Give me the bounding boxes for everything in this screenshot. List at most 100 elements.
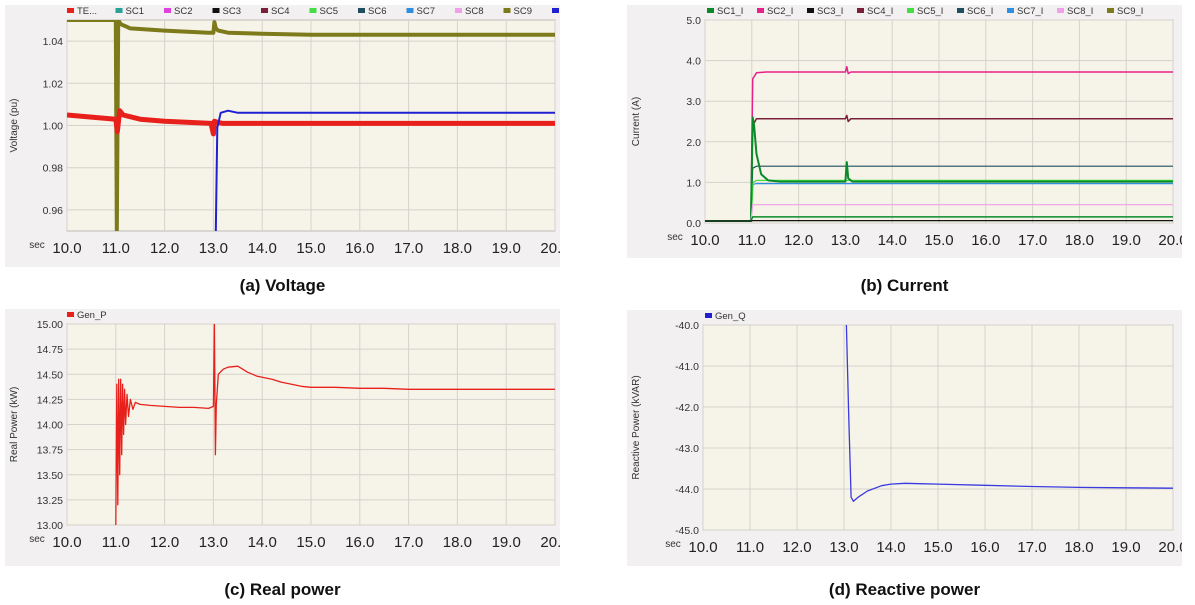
y-tick-label: 0.0: [686, 218, 701, 230]
x-tick-label: 15.0: [924, 232, 953, 249]
current-chart-svg: 10.0 11.0 12.0 13.0 14.0 15.0 16.0 17.0 18.0 19.0…: [627, 5, 1182, 258]
x-tick-label: 16.0: [345, 534, 374, 551]
x-tick-label: 14.0: [878, 232, 907, 249]
legend-label: SC8: [465, 6, 483, 17]
x-tick-label: 15.0: [296, 534, 325, 551]
x-axis-label: sec: [667, 232, 683, 243]
x-tick-label: 20.0: [540, 534, 560, 551]
legend-swatch: [757, 8, 764, 13]
x-tick-label: 13.0: [199, 240, 228, 257]
chart-current: 10.0 11.0 12.0 13.0 14.0 15.0 16.0 17.0 18.0 19.0…: [627, 5, 1182, 258]
x-tick-label: 14.0: [248, 240, 277, 257]
y-tick-label: 0.96: [43, 205, 64, 217]
legend-label: SC2_I: [767, 6, 793, 17]
legend-label: SC4_I: [867, 6, 893, 17]
series-line-0: [67, 20, 555, 231]
y-axis-label: Reactive Power (kVAR): [631, 375, 642, 479]
legend-swatch: [857, 8, 864, 13]
x-tick-label: 15.0: [296, 240, 325, 257]
legend-label: SC9_I: [1117, 6, 1143, 17]
x-tick-label: 18.0: [1064, 539, 1093, 556]
legend-swatch: [164, 8, 171, 13]
legend-swatch: [907, 8, 914, 13]
y-tick-label: -45.0: [675, 525, 699, 537]
y-axis-label: Voltage (pu): [9, 99, 20, 153]
y-tick-label: 13.00: [37, 520, 63, 532]
x-tick-label: 17.0: [1017, 539, 1046, 556]
legend-label: SC9: [514, 6, 532, 17]
x-tick-label: 12.0: [784, 232, 813, 249]
x-tick-label: 18.0: [443, 240, 472, 257]
legend-swatch: [406, 8, 414, 13]
x-tick-label: 16.0: [345, 240, 374, 257]
x-axis-label: sec: [29, 240, 45, 251]
legend-label: SC2: [174, 6, 192, 17]
caption-voltage: (a) Voltage: [239, 276, 326, 295]
legend-label: SC3_I: [817, 6, 843, 17]
legend-label: SC6_I: [967, 6, 993, 17]
x-tick-label: 20.0: [540, 240, 560, 257]
x-tick-label: 13.0: [829, 539, 858, 556]
x-tick-label: 13.0: [831, 232, 860, 249]
y-tick-label: -42.0: [675, 402, 699, 414]
legend-swatch: [358, 8, 365, 13]
x-tick-label: 10.0: [690, 232, 719, 249]
legend-swatch: [1107, 8, 1114, 13]
legend-label: SC8_I: [1067, 6, 1093, 17]
series-line-5: [705, 116, 1173, 222]
y-tick-label: 14.25: [37, 394, 63, 406]
y-tick-label: 14.00: [37, 420, 63, 432]
series-line-0: [845, 325, 1173, 502]
legend-label: SC7_I: [1017, 6, 1043, 17]
legend-label: Gen_P: [77, 310, 107, 321]
y-tick-label: 14.50: [37, 369, 63, 381]
x-axis-label: sec: [665, 539, 681, 550]
chart-voltage: 10.0 11.0 12.0 13.0 14.0 15.0 16.0 17.0 18.0 19.0…: [5, 5, 560, 267]
legend-swatch: [455, 8, 462, 13]
x-tick-label: 20.0: [1158, 539, 1182, 556]
x-tick-label: 13.0: [199, 534, 228, 551]
x-tick-label: 11.0: [102, 534, 130, 551]
x-tick-label: 14.0: [876, 539, 905, 556]
legend-label: Gen_Q: [715, 311, 746, 322]
caption-current: (b) Current: [860, 276, 949, 295]
legend-swatch: [807, 8, 814, 13]
reactive-power-chart-svg: 10.0 11.0 12.0 13.0 14.0 15.0 16.0 17.0 18.0 19.0…: [627, 310, 1182, 566]
x-tick-label: 14.0: [248, 534, 277, 551]
x-tick-label: 11.0: [738, 232, 766, 249]
y-tick-label: 13.50: [37, 470, 63, 482]
legend-label: SC6: [368, 6, 386, 17]
y-tick-label: 13.75: [37, 445, 63, 457]
x-tick-label: 17.0: [394, 240, 423, 257]
legend-label: SC5: [320, 6, 338, 17]
y-axis-label: Real Power (kW): [9, 387, 20, 463]
legend-swatch: [957, 8, 964, 13]
legend-label: SC1_I: [717, 6, 743, 17]
y-tick-label: 2.0: [686, 137, 701, 149]
y-tick-label: 15.00: [37, 319, 63, 331]
series-line-0: [115, 324, 555, 525]
x-tick-label: 18.0: [1065, 232, 1094, 249]
legend-swatch: [67, 8, 74, 13]
y-tick-label: 14.75: [37, 344, 63, 356]
x-tick-label: 18.0: [443, 534, 472, 551]
legend-swatch: [705, 313, 712, 318]
legend-swatch: [707, 8, 714, 13]
legend-swatch: [67, 312, 74, 317]
legend-swatch: [552, 8, 559, 13]
legend-label: SC3: [223, 6, 241, 17]
y-axis-label: Current (A): [631, 97, 642, 146]
legend-swatch: [1057, 8, 1064, 13]
y-tick-label: 1.02: [43, 78, 64, 90]
voltage-chart-svg: 10.0 11.0 12.0 13.0 14.0 15.0 16.0 17.0 18.0 19.0…: [5, 5, 560, 267]
legend-swatch: [212, 8, 220, 13]
x-tick-label: 12.0: [782, 539, 811, 556]
y-tick-label: -43.0: [675, 443, 699, 455]
x-tick-label: 19.0: [1112, 232, 1141, 249]
x-tick-label: 10.0: [688, 539, 717, 556]
caption-reactive-power: (d) Reactive power: [828, 580, 981, 599]
y-tick-label: 4.0: [686, 56, 701, 68]
x-tick-label: 12.0: [150, 240, 179, 257]
x-tick-label: 12.0: [150, 534, 179, 551]
series-line-2: [214, 109, 555, 231]
